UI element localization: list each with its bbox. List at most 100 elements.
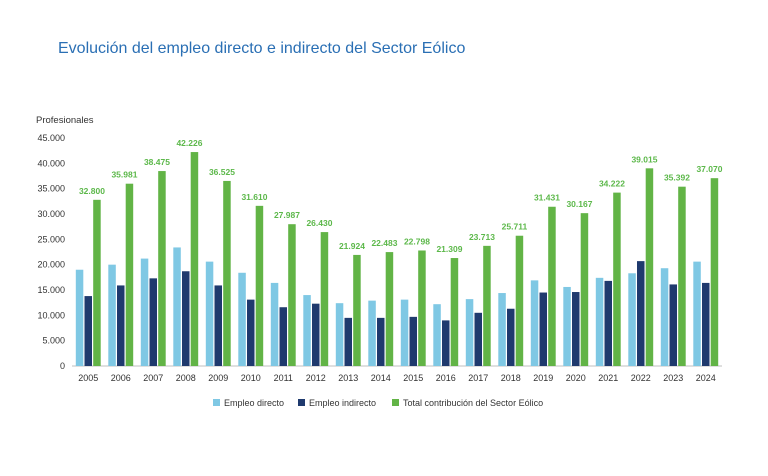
x-tick-label: 2007: [143, 373, 163, 383]
y-tick-label: 20.000: [37, 260, 65, 270]
data-label-total-2017: 23.713: [469, 232, 495, 242]
legend: Empleo directo Empleo indirecto Total cont…: [213, 398, 543, 408]
bar-indirecto-2022: [637, 261, 645, 366]
bar-total-2006: [125, 183, 134, 366]
bar-total-2019: [548, 206, 556, 366]
x-tick-label: 2015: [403, 373, 423, 383]
bar-directo-2014: [368, 300, 376, 366]
bar-total-2013: [353, 254, 361, 366]
data-label-total-2020: 30.167: [566, 199, 592, 209]
y-tick-label: 30.000: [37, 209, 65, 219]
x-tick-label: 2009: [208, 373, 228, 383]
x-tick-label: 2008: [176, 373, 196, 383]
legend-swatch: [392, 399, 399, 406]
legend-label: Total contribución del Sector Eólico: [403, 398, 543, 408]
bar-indirecto-2009: [214, 285, 222, 366]
x-tick-label: 2024: [696, 373, 716, 383]
bar-indirecto-2015: [409, 316, 417, 366]
bar-directo-2010: [238, 272, 246, 366]
bar-total-2022: [645, 168, 654, 366]
bar-indirecto-2018: [507, 308, 515, 366]
y-tick-label: 5.000: [42, 336, 65, 346]
bar-total-2010: [255, 205, 264, 366]
bar-indirecto-2023: [669, 284, 677, 366]
legend-label: Empleo directo: [224, 398, 284, 408]
bar-directo-2005: [75, 269, 84, 366]
bar-total-2020: [580, 213, 589, 366]
bar-indirecto-2014: [377, 317, 385, 366]
y-tick-label: 10.000: [37, 310, 65, 320]
data-label-total-2023: 35.392: [664, 173, 690, 183]
bar-indirecto-2019: [539, 292, 547, 366]
bar-indirecto-2007: [149, 278, 157, 366]
bars: [75, 152, 719, 366]
y-tick-label: 15.000: [37, 285, 65, 295]
bar-directo-2024: [693, 261, 701, 366]
bar-indirecto-2016: [442, 320, 450, 366]
x-tick-label: 2013: [338, 373, 358, 383]
y-axis-ticks: 0 5.000 10.000 15.000 20.000 25.000 30.000 35.0…: [37, 133, 65, 371]
bar-directo-2006: [108, 264, 116, 366]
bar-total-2011: [288, 224, 296, 366]
data-label-total-2015: 22.798: [404, 236, 430, 246]
y-tick-label: 25.000: [37, 234, 65, 244]
bar-total-2018: [515, 235, 524, 366]
bar-indirecto-2005: [84, 296, 92, 366]
data-label-total-2019: 31.431: [534, 193, 560, 203]
bar-total-2024: [710, 178, 719, 366]
bar-directo-2007: [140, 258, 149, 366]
data-label-total-2022: 39.015: [631, 154, 657, 164]
x-tick-label: 2012: [306, 373, 326, 383]
x-tick-label: 2006: [111, 373, 131, 383]
data-label-total-2012: 26.430: [306, 218, 332, 228]
bar-directo-2018: [498, 293, 506, 366]
data-label-total-2013: 21.924: [339, 241, 365, 251]
data-label-total-2006: 35.981: [111, 170, 137, 180]
data-label-total-2005: 32.800: [79, 186, 105, 196]
x-tick-label: 2018: [501, 373, 521, 383]
bar-directo-2008: [173, 247, 181, 366]
x-tick-label: 2022: [631, 373, 651, 383]
chart-title: Evolución del empleo directo e indirecto…: [58, 40, 466, 57]
bar-indirecto-2020: [572, 292, 580, 366]
bar-indirecto-2006: [117, 285, 125, 366]
bar-total-2021: [613, 192, 621, 366]
legend-swatch: [298, 399, 305, 406]
x-tick-label: 2023: [663, 373, 683, 383]
bar-total-2012: [320, 232, 329, 366]
y-tick-label: 45.000: [37, 133, 65, 143]
data-label-total-2016: 21.309: [436, 244, 462, 254]
bar-total-2023: [678, 186, 686, 366]
data-label-total-2014: 22.483: [371, 238, 397, 248]
data-label-total-2010: 31.610: [241, 192, 267, 202]
bar-indirecto-2010: [247, 299, 255, 366]
legend-swatch: [213, 399, 220, 406]
bar-indirecto-2011: [279, 307, 287, 366]
bar-total-2014: [385, 252, 394, 366]
bar-total-2007: [158, 171, 166, 366]
bar-directo-2013: [335, 303, 344, 366]
bar-indirecto-2024: [702, 282, 710, 366]
x-tick-label: 2020: [566, 373, 586, 383]
y-tick-label: 40.000: [37, 158, 65, 168]
bar-directo-2020: [563, 286, 571, 366]
bar-indirecto-2017: [474, 312, 482, 366]
bar-total-2017: [483, 245, 491, 366]
data-label-total-2018: 25.711: [502, 222, 528, 232]
bar-directo-2017: [465, 299, 474, 366]
data-labels: 32.800 35.981 38.475 42.226 36.525 31.610 27.9…: [79, 138, 723, 254]
y-tick-label: 35.000: [37, 184, 65, 194]
bar-directo-2016: [433, 304, 441, 366]
legend-label: Empleo indirecto: [309, 398, 376, 408]
bar-directo-2012: [303, 295, 311, 366]
x-tick-label: 2019: [533, 373, 553, 383]
data-label-total-2011: 27.987: [274, 210, 300, 220]
x-tick-label: 2016: [436, 373, 456, 383]
bar-total-2015: [418, 250, 426, 366]
bar-indirecto-2021: [604, 280, 612, 366]
y-tick-label: 0: [60, 361, 65, 371]
bar-directo-2011: [270, 282, 279, 366]
data-label-total-2007: 38.475: [144, 157, 170, 167]
bar-directo-2021: [595, 277, 604, 366]
